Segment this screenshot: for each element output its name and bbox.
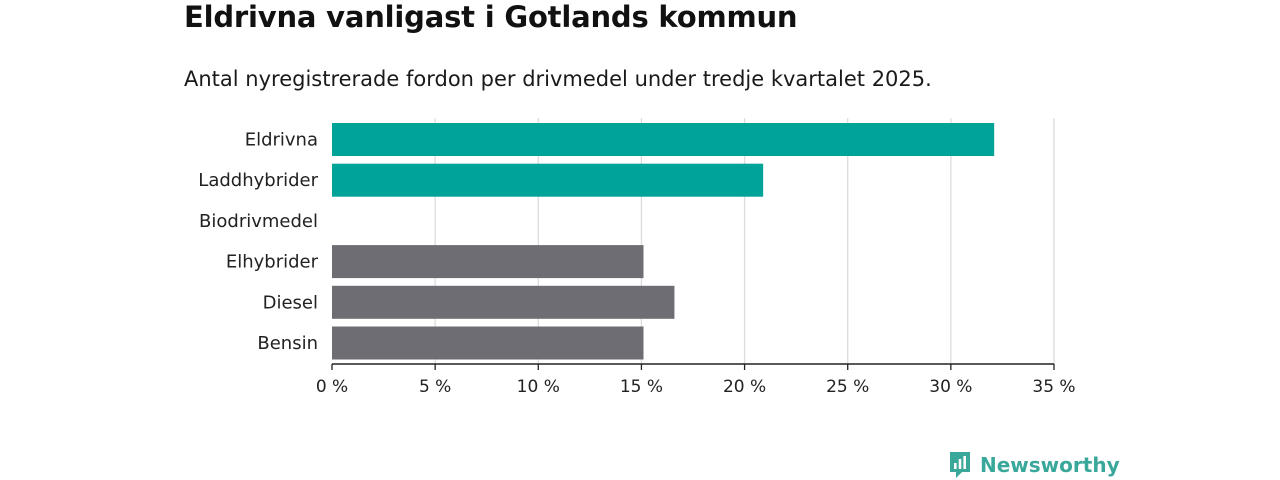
bar — [332, 285, 675, 319]
x-tick-label: 0 % — [316, 377, 348, 397]
x-tick-label: 20 % — [723, 377, 766, 397]
bar — [332, 245, 644, 279]
category-label: Eldrivna — [245, 130, 318, 151]
bar — [332, 123, 995, 156]
category-label: Bensin — [257, 333, 318, 354]
chart-subtitle: Antal nyregistrerade fordon per drivmede… — [184, 67, 932, 91]
bars — [332, 123, 995, 360]
newsworthy-logo-icon — [950, 452, 970, 478]
x-tick-label: 30 % — [929, 377, 972, 397]
bar — [332, 163, 764, 197]
bar — [332, 326, 644, 360]
x-tick-label: 25 % — [826, 377, 869, 397]
brand-name: Newsworthy — [980, 453, 1120, 477]
x-tick-label: 5 % — [419, 377, 451, 397]
category-label: Laddhybrider — [198, 170, 318, 191]
chart-title: Eldrivna vanligast i Gotlands kommun — [184, 0, 798, 34]
category-label: Biodrivmedel — [199, 211, 318, 232]
x-tick-label: 10 % — [517, 377, 560, 397]
x-tick-label: 35 % — [1032, 377, 1075, 397]
x-axis: 0 % 5 % 10 % 15 % 20 % 25 % 30 % 35 % — [316, 363, 1076, 397]
gridlines — [434, 118, 1055, 364]
category-label: Elhybrider — [226, 252, 319, 273]
category-label: Diesel — [263, 292, 318, 313]
x-tick-label: 15 % — [620, 377, 663, 397]
newsworthy-logo: Newsworthy — [948, 450, 1120, 480]
category-labels: Eldrivna Laddhybrider Biodrivmedel Elhybrid… — [198, 130, 318, 355]
